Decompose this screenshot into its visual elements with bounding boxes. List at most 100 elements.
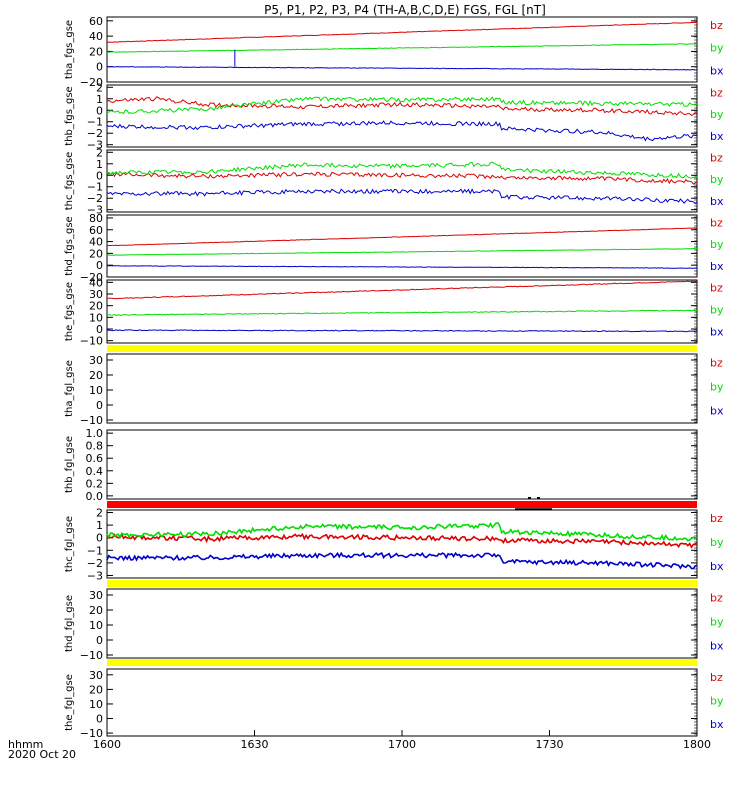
- legend-by: by: [710, 615, 724, 628]
- legend-by: by: [710, 173, 724, 186]
- y-axis-label: the_fgl_gse: [64, 674, 75, 731]
- y-tick-label: 0: [96, 713, 103, 726]
- flag-marker: [528, 497, 531, 499]
- y-tick-label: 0: [96, 532, 103, 545]
- time-axis: 1600 1630 1700 1730 1800: [93, 730, 711, 751]
- flag-bar-yellow: [107, 345, 697, 352]
- y-axis-label: thc_fgl_gse: [64, 516, 75, 572]
- y-axis-label: thd_fgl_gse: [64, 595, 75, 652]
- y-tick-label: 0: [96, 399, 103, 412]
- y-tick-label: 0.8: [86, 440, 104, 453]
- panel-frame: [106, 16, 698, 83]
- y-axis-label: thc_fgs_gse: [64, 152, 75, 211]
- series-line-bx: [106, 551, 698, 570]
- series-line-bx: [106, 66, 698, 71]
- y-tick-label: −3: [87, 139, 103, 152]
- y-axis-label: thd_fgs_gse: [64, 216, 75, 275]
- legend-bz: bz: [710, 19, 723, 32]
- panel-thc_fgl_gse: 210−1−2−3 thc_fgl_gse bz by bx: [64, 507, 724, 583]
- y-tick-label: 0.2: [86, 477, 104, 490]
- y-tick-label: −10: [80, 414, 103, 427]
- legend-bz: bz: [710, 151, 723, 164]
- y-tick-label: 0: [96, 323, 103, 336]
- series-line-bx: [106, 188, 698, 205]
- y-tick-label: 0: [96, 259, 103, 272]
- legend-by: by: [710, 42, 724, 55]
- y-tick-label: 0.0: [86, 490, 104, 503]
- date-label: 2020 Oct 20: [8, 748, 76, 761]
- legend-by: by: [710, 304, 724, 317]
- y-tick-label: 30: [89, 288, 103, 301]
- series-line-bz: [106, 96, 698, 117]
- panel-thd_fgl_gse: 30 20 10 0 −10 thd_fgl_gse bz by bx: [64, 588, 724, 662]
- legend-bx: bx: [710, 195, 724, 208]
- legend-bz: bz: [710, 86, 723, 99]
- panel-frame: [106, 668, 698, 737]
- y-tick-label: −2: [87, 192, 103, 205]
- panel-thc_fgs_gse: 210−1−2−3 thc_fgs_gse bz by bx: [64, 146, 724, 216]
- y-tick-label: 10: [89, 311, 103, 324]
- legend-bz: bz: [710, 591, 723, 604]
- x-tick-label: 1800: [683, 738, 711, 751]
- legend-bx: bx: [710, 718, 724, 731]
- panel-tha_fgl_gse: 30 20 10 0 −10 tha_fgl_gse bz by bx: [64, 353, 724, 427]
- y-tick-label: 0: [96, 61, 103, 74]
- flag-bar-yellow: [107, 580, 697, 587]
- y-tick-label: 20: [89, 45, 103, 58]
- legend-bx: bx: [710, 130, 724, 143]
- y-tick-label: −10: [80, 727, 103, 740]
- y-tick-label: −10: [80, 649, 103, 662]
- y-tick-label: 20: [89, 604, 103, 617]
- y-tick-label: 1: [96, 519, 103, 532]
- y-tick-label: 2: [96, 146, 103, 159]
- series-line-by: [106, 96, 698, 115]
- y-tick-label: −20: [80, 271, 103, 284]
- y-tick-label: 2: [96, 81, 103, 94]
- series-line-bx: [106, 120, 698, 142]
- legend-bz: bz: [710, 282, 723, 295]
- legend-bz: bz: [710, 512, 723, 525]
- y-tick-label: 60: [89, 224, 103, 237]
- y-tick-label: 1.0: [86, 427, 104, 440]
- series-line-by: [106, 161, 698, 179]
- y-tick-label: 20: [89, 300, 103, 313]
- flag-bar-red: [107, 501, 697, 508]
- panel-frame: [106, 429, 698, 500]
- y-tick-label: 30: [89, 589, 103, 602]
- plot-title: P5, P1, P2, P3, P4 (TH-A,B,C,D,E) FGS, F…: [264, 3, 546, 17]
- series-line-bz: [106, 171, 698, 185]
- y-tick-label: 20: [89, 247, 103, 260]
- y-tick-label: 60: [89, 15, 103, 28]
- y-tick-label: 10: [89, 698, 103, 711]
- y-tick-label: −10: [80, 335, 103, 348]
- panel-frame: [106, 509, 698, 579]
- series-line-bz: [106, 532, 698, 549]
- y-tick-label: −2: [87, 557, 103, 570]
- legend-bx: bx: [710, 640, 724, 653]
- panel-frame: [106, 588, 698, 659]
- y-tick-label: −1: [87, 181, 103, 194]
- y-tick-label: −20: [80, 76, 103, 89]
- y-tick-label: −1: [87, 116, 103, 129]
- y-tick-label: 0.4: [86, 465, 104, 478]
- y-axis-label: tha_fgs_gse: [64, 20, 75, 79]
- series-line-bx: [106, 329, 698, 333]
- time-format-label: hhmm: [8, 738, 43, 751]
- legend-by: by: [710, 108, 724, 121]
- y-tick-label: 40: [89, 236, 103, 249]
- panel-frame: [106, 279, 698, 344]
- legend-bx: bx: [710, 260, 724, 273]
- y-axis-label: the_fgs_gse: [64, 282, 75, 341]
- y-tick-label: 0: [96, 104, 103, 117]
- legend-bz: bz: [710, 356, 723, 369]
- y-tick-label: 80: [89, 212, 103, 225]
- y-tick-label: 40: [89, 276, 103, 289]
- y-axis-label: tha_fgl_gse: [64, 360, 75, 417]
- legend-by: by: [710, 238, 724, 251]
- legend-bz: bz: [710, 216, 723, 229]
- legend-bx: bx: [710, 560, 724, 573]
- data-flags: [107, 345, 697, 666]
